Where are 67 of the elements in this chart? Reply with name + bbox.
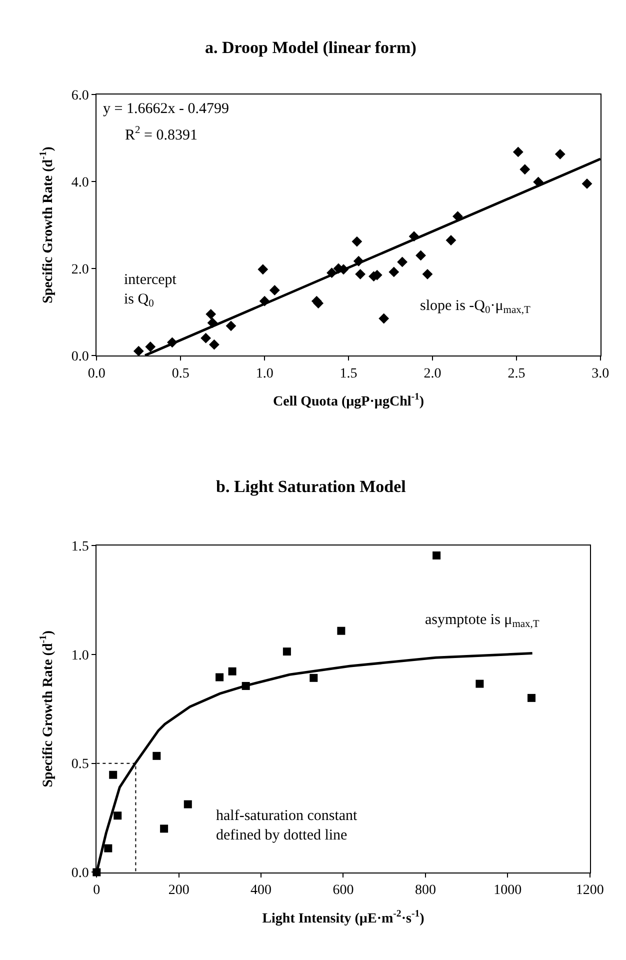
chart-title: b. Light Saturation Model bbox=[216, 477, 406, 496]
y-tick-label: 0.5 bbox=[71, 757, 89, 772]
x-tick-label: 800 bbox=[414, 883, 436, 898]
point bbox=[269, 285, 280, 296]
x-axis-title: Light Intensity (µE·m$^{-2}$·s$^{-1}$) bbox=[262, 908, 425, 926]
point bbox=[160, 824, 168, 833]
y-tick-label: 0.0 bbox=[71, 866, 89, 882]
point bbox=[216, 673, 224, 682]
point bbox=[206, 308, 216, 320]
x-tick-label: 400 bbox=[250, 883, 272, 898]
y-tick-label: 0.0 bbox=[71, 349, 89, 364]
x-tick-label: 2.5 bbox=[508, 366, 526, 382]
y-tick-label: 6.0 bbox=[71, 88, 89, 104]
x-tick-label: 3.0 bbox=[592, 366, 610, 382]
annotation: half-saturation constant defined by dotted line bbox=[216, 808, 358, 844]
x-tick-label: 200 bbox=[168, 883, 190, 898]
annotation: intercept is Q$_{0}$ bbox=[124, 272, 178, 310]
point bbox=[114, 812, 122, 820]
point bbox=[352, 236, 362, 247]
point bbox=[242, 682, 250, 690]
point bbox=[378, 313, 390, 324]
point bbox=[282, 648, 291, 656]
point bbox=[209, 339, 220, 350]
point bbox=[200, 332, 212, 344]
point bbox=[133, 346, 144, 356]
point bbox=[355, 268, 366, 280]
annotation: y = 1.6662x - 0.4799 bbox=[103, 101, 229, 117]
point bbox=[520, 164, 530, 175]
point bbox=[226, 320, 236, 332]
point bbox=[228, 667, 236, 676]
point bbox=[416, 250, 426, 261]
point bbox=[476, 680, 484, 688]
annotation: asymptote is μ$_{max,T}$ bbox=[425, 612, 540, 630]
x-tick-label: 1200 bbox=[576, 883, 604, 898]
y-tick-label: 1.5 bbox=[71, 539, 89, 554]
chart-title: a. Droop Model (linear form) bbox=[205, 38, 416, 57]
y-tick-label: 2.0 bbox=[71, 262, 89, 278]
x-tick-label: 600 bbox=[332, 883, 354, 898]
point bbox=[388, 266, 400, 278]
x-tick-label: 1.5 bbox=[340, 366, 358, 382]
x-tick-label: 1000 bbox=[494, 883, 522, 898]
point bbox=[446, 235, 456, 246]
y-tick-label: 4.0 bbox=[71, 175, 89, 190]
point bbox=[152, 752, 161, 760]
point bbox=[184, 800, 192, 808]
point bbox=[310, 674, 318, 682]
point bbox=[397, 256, 408, 268]
x-tick-label: 1.0 bbox=[256, 366, 274, 382]
y-tick-label: 1.0 bbox=[71, 648, 89, 664]
point bbox=[582, 178, 592, 189]
point bbox=[422, 268, 433, 280]
annotation: R$^{2}$ = 0.8391 bbox=[125, 125, 198, 144]
annotation: slope is -Q$_{0}$·μ$_{max,T}$ bbox=[420, 298, 531, 316]
x-tick-label: 0 bbox=[93, 883, 100, 898]
x-tick-label: 2.0 bbox=[424, 366, 442, 382]
point bbox=[527, 694, 536, 702]
point bbox=[554, 148, 566, 160]
x-axis-title: Cell Quota (µgP·µgChl$^{-1}$) bbox=[273, 392, 424, 410]
point bbox=[258, 264, 268, 275]
point bbox=[109, 770, 118, 779]
point bbox=[432, 551, 441, 560]
point bbox=[145, 342, 156, 352]
point bbox=[512, 146, 524, 158]
x-tick-label: 0.5 bbox=[172, 366, 190, 382]
point bbox=[104, 844, 112, 852]
point bbox=[337, 626, 346, 635]
x-tick-label: 0.0 bbox=[88, 366, 106, 382]
